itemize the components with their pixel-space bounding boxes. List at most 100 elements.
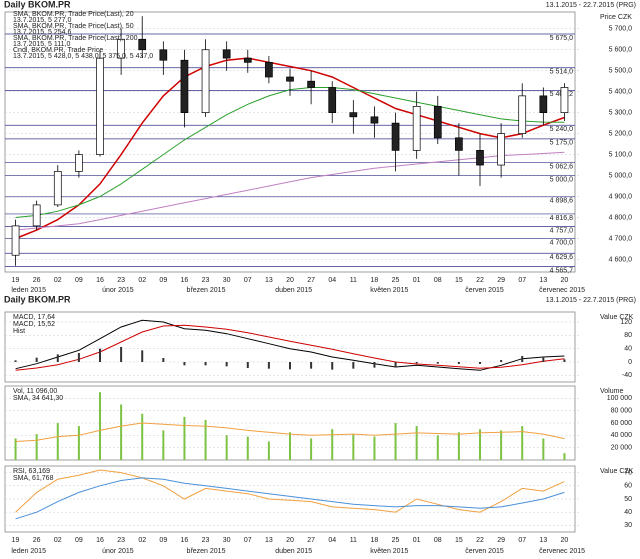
x-tick-label: 13 (539, 277, 547, 284)
level-label: 5 062,6 (550, 163, 573, 170)
y-axis-label: Value CZK (600, 468, 634, 475)
legend-entry: RSI, 63,169 (13, 468, 50, 475)
x-tick-label: 07 (518, 537, 526, 544)
x-tick-label: 13 (265, 277, 273, 284)
x-tick-label: 18 (371, 277, 379, 284)
candle-body (412, 106, 421, 151)
candle-body (201, 49, 210, 113)
bar (373, 362, 376, 368)
level-label: 5 000,0 (550, 176, 573, 183)
level-label: 4 898,6 (550, 198, 573, 205)
bar (56, 423, 59, 460)
x-tick-label: 16 (96, 277, 104, 284)
level-label: 4 816,8 (550, 215, 573, 222)
legend-value: 13.7.2015, 5 111,0 (13, 41, 70, 48)
legend-value: 13.7.2015, 5 277,0 (13, 17, 71, 24)
candle-body (53, 171, 62, 206)
legend-value: 13.7.2015, 5 254,6 (13, 29, 71, 36)
y-tick-label: 50 (624, 496, 632, 503)
bar (331, 429, 334, 460)
bar (183, 362, 186, 366)
y-tick-label: 120 (620, 319, 632, 326)
y-axis-label: Value CZK (600, 314, 634, 321)
month-label: leden 2015 (11, 548, 46, 555)
x-tick-label: 22 (476, 277, 484, 284)
month-label: květen 2015 (370, 287, 408, 294)
x-tick-label: 23 (117, 537, 125, 544)
y-tick-label: 5 700,0 (609, 26, 632, 33)
candle-body (476, 150, 484, 166)
x-tick-label: 20 (286, 277, 294, 284)
bar (14, 438, 17, 460)
date-range: 13.1.2015 - 22.7.2015 (PRG) (546, 297, 636, 304)
x-tick-label: 20 (561, 277, 569, 284)
bar (267, 441, 270, 460)
month-label: duben 2015 (275, 548, 312, 555)
chart-title: Daily BKOM.PR (4, 0, 71, 9)
x-tick-label: 02 (54, 277, 62, 284)
y-tick-label: 60 (624, 483, 632, 490)
bar (394, 423, 397, 460)
bar (99, 392, 101, 460)
bar (563, 359, 566, 362)
series-line (15, 57, 565, 240)
x-tick-label: 07 (244, 277, 252, 284)
candle-body (497, 133, 505, 166)
legend-value: 13.7.2015, 5 428,0, 5 438,0, 5 375,0, 5 … (13, 53, 153, 60)
bar (310, 362, 313, 369)
bar (500, 360, 503, 362)
bar (457, 432, 460, 460)
x-tick-label: 29 (497, 277, 505, 284)
x-tick-label: 27 (307, 277, 315, 284)
candle-body (32, 204, 41, 227)
x-tick-label: 19 (12, 277, 20, 284)
x-tick-label: 09 (75, 537, 83, 544)
legend-entry: SMA, BKOM.PR, Trade Price(Last), 20 (13, 11, 134, 18)
y-tick-label: 5 200,0 (609, 130, 632, 137)
series-line (15, 422, 565, 442)
x-tick-label: 11 (350, 277, 357, 284)
plot-frame (4, 311, 576, 383)
bar (14, 360, 17, 362)
level-label: 4 565,7 (550, 267, 573, 274)
month-label: červenec 2015 (539, 287, 585, 294)
bar (500, 430, 503, 460)
candle-body (518, 95, 527, 134)
bar (542, 357, 545, 362)
bar (246, 436, 249, 460)
bar (436, 362, 439, 364)
x-tick-label: 20 (286, 537, 294, 544)
x-tick-label: 19 (12, 537, 20, 544)
y-tick-label: 60 000 (611, 420, 633, 427)
candle-body (159, 49, 168, 61)
series-line (15, 477, 565, 520)
bar (35, 357, 38, 362)
bar (267, 362, 270, 369)
y-tick-label: 0 (628, 359, 632, 366)
bar (289, 432, 291, 460)
candle-body (75, 154, 83, 172)
bar (162, 430, 165, 460)
x-tick-label: 13 (265, 537, 273, 544)
bar (436, 435, 439, 460)
level-label: 5 240,0 (550, 126, 573, 133)
candle-body (349, 112, 358, 118)
y-tick-label: 100 000 (607, 395, 632, 402)
x-tick-label: 08 (434, 537, 442, 544)
date-range: 13.1.2015 - 22.7.2015 (PRG) (546, 2, 636, 9)
y-tick-label: 20 000 (611, 445, 633, 452)
x-tick-label: 09 (159, 537, 167, 544)
candle-body (138, 38, 147, 51)
bar (162, 358, 165, 362)
candle-body (180, 59, 189, 113)
x-tick-label: 07 (244, 537, 252, 544)
y-tick-label: 80 000 (611, 408, 633, 415)
y-tick-label: 5 300,0 (609, 109, 632, 116)
legend-entry: SMA, BKOM.PR, Trade Price(Last), 50 (13, 23, 134, 30)
x-tick-label: 23 (202, 277, 210, 284)
bar (542, 438, 545, 460)
bar (99, 348, 101, 362)
x-tick-label: 07 (518, 277, 526, 284)
x-tick-label: 11 (350, 537, 357, 544)
